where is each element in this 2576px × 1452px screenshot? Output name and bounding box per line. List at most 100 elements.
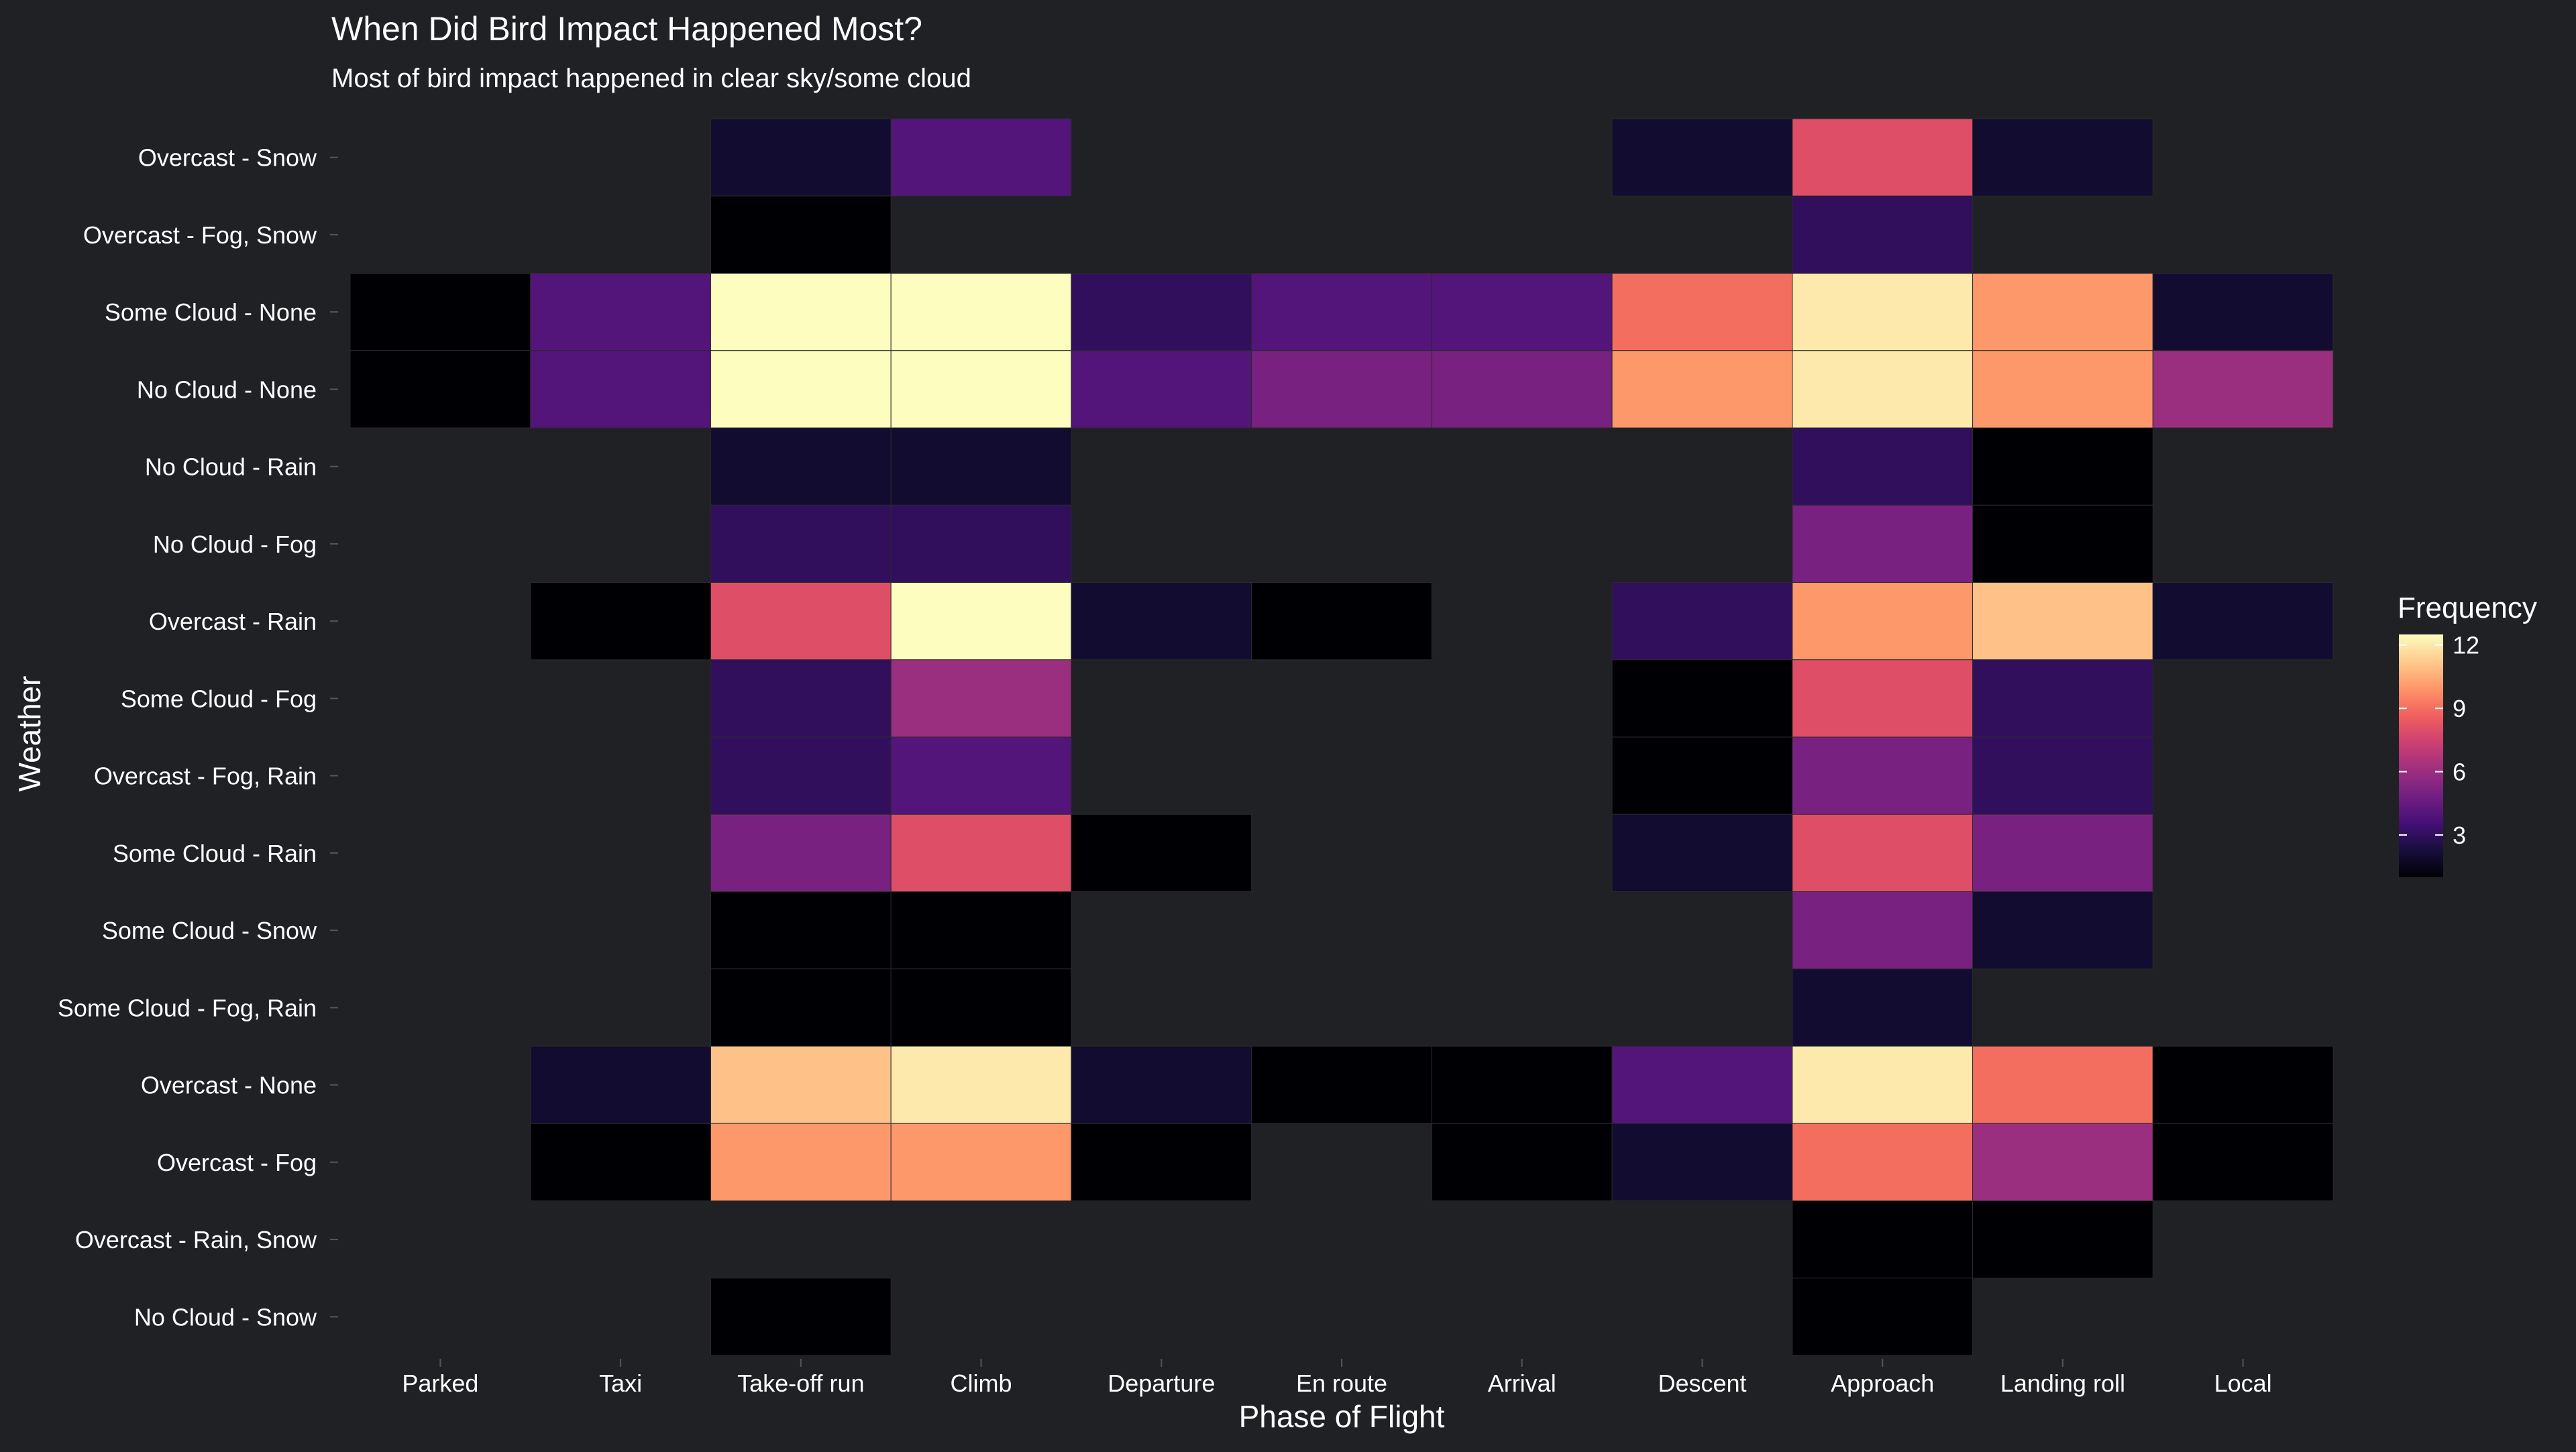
- heatmap-cell-overcast-snow-landing-roll: [1972, 118, 2153, 197]
- x-tick-label-approach: Approach: [1831, 1370, 1934, 1397]
- heatmap-cell-overcast-fog-rain-take-off-run: [710, 736, 892, 815]
- heatmap-cell-some-cloud-rain-take-off-run: [710, 814, 892, 892]
- heatmap-cell-overcast-snow-take-off-run: [710, 118, 892, 197]
- heatmap-cell-some-cloud-fog-take-off-run: [710, 659, 892, 738]
- chart-subtitle: Most of bird impact happened in clear sk…: [331, 64, 971, 93]
- x-tick-label-taxi: Taxi: [599, 1370, 642, 1397]
- heatmap-cell-some-cloud-none-climb: [890, 273, 1072, 351]
- heatmap-cell-overcast-fog-rain-descent: [1611, 736, 1793, 815]
- heatmap-cell-overcast-fog-take-off-run: [710, 1123, 892, 1201]
- legend-tick-label-12: 12: [2453, 632, 2479, 659]
- heatmap-cell-overcast-snow-climb: [890, 118, 1072, 197]
- y-tick-label-no-cloud-rain: No Cloud - Rain: [145, 453, 317, 481]
- heatmap-cell-overcast-fog-arrival: [1431, 1123, 1613, 1201]
- x-axis-title: Phase of Flight: [1239, 1399, 1445, 1434]
- heatmap-cell-overcast-fog-snow-take-off-run: [710, 195, 892, 274]
- heatmap-cell-some-cloud-fog-rain-climb: [890, 968, 1072, 1047]
- heatmap-cell-some-cloud-none-descent: [1611, 273, 1793, 351]
- heatmap-cell-no-cloud-snow-approach: [1792, 1278, 1974, 1356]
- heatmap-cell-some-cloud-none-local: [2152, 273, 2334, 351]
- legend-colorbar: [2399, 634, 2443, 877]
- heatmap-cell-no-cloud-rain-approach: [1792, 427, 1974, 506]
- heatmap-cell-overcast-fog-rain-climb: [890, 736, 1072, 815]
- heatmap-cell-no-cloud-none-descent: [1611, 350, 1793, 429]
- heatmap-cell-some-cloud-none-departure: [1071, 273, 1252, 351]
- heatmap-cell-some-cloud-none-en-route: [1251, 273, 1432, 351]
- y-tick-label-some-cloud-fog: Some Cloud - Fog: [121, 685, 317, 712]
- heatmap-cell-no-cloud-rain-landing-roll: [1972, 427, 2153, 506]
- heatmap-cell-overcast-none-take-off-run: [710, 1046, 892, 1124]
- heatmap-cell-overcast-rain-en-route: [1251, 582, 1432, 661]
- heatmap-cell-overcast-fog-taxi: [530, 1123, 711, 1201]
- y-tick-label-overcast-none: Overcast - None: [141, 1072, 317, 1099]
- heatmap-cell-overcast-none-descent: [1611, 1046, 1793, 1124]
- y-tick-label-some-cloud-fog-rain: Some Cloud - Fog, Rain: [58, 994, 317, 1021]
- heatmap-cell-overcast-rain-snow-approach: [1792, 1200, 1974, 1279]
- heatmap-cell-overcast-snow-approach: [1792, 118, 1974, 197]
- heatmap-cell-overcast-fog-departure: [1071, 1123, 1252, 1201]
- heatmap-cell-some-cloud-none-take-off-run: [710, 273, 892, 351]
- heatmap-cell-some-cloud-none-taxi: [530, 273, 711, 351]
- legend-tick-label-9: 9: [2453, 695, 2466, 722]
- chart-title: When Did Bird Impact Happened Most?: [331, 10, 922, 48]
- heatmap-cell-some-cloud-none-approach: [1792, 273, 1974, 351]
- y-tick-label-overcast-fog-snow: Overcast - Fog, Snow: [83, 221, 317, 249]
- heatmap-cell-overcast-rain-taxi: [530, 582, 711, 661]
- x-tick-label-landing-roll: Landing roll: [2000, 1370, 2125, 1397]
- heatmap-cell-no-cloud-none-local: [2152, 350, 2334, 429]
- x-axis-tick-labels: Parked Taxi Take-off run Climb Departure En r…: [402, 1359, 2272, 1397]
- heatmap-cell-overcast-fog-local: [2152, 1123, 2334, 1201]
- y-tick-label-no-cloud-none: No Cloud - None: [137, 376, 317, 403]
- x-tick-label-local: Local: [2214, 1370, 2272, 1397]
- heatmap-cell-overcast-fog-landing-roll: [1972, 1123, 2153, 1201]
- heatmap-cell-some-cloud-snow-climb: [890, 891, 1072, 970]
- heatmap-cell-some-cloud-snow-take-off-run: [710, 891, 892, 970]
- heatmap-cell-some-cloud-none-landing-roll: [1972, 273, 2153, 351]
- legend-ticks: 3 6 9 12: [2399, 632, 2479, 849]
- y-tick-label-some-cloud-snow: Some Cloud - Snow: [102, 917, 317, 944]
- heatmap-cell-no-cloud-none-take-off-run: [710, 350, 892, 429]
- heatmap-cell-overcast-fog-rain-landing-roll: [1972, 736, 2153, 815]
- heatmap-cells: [350, 118, 2334, 1356]
- heatmap-cell-overcast-snow-descent: [1611, 118, 1793, 197]
- heatmap-cell-overcast-fog-approach: [1792, 1123, 1974, 1201]
- heatmap-cell-some-cloud-fog-rain-approach: [1792, 968, 1974, 1047]
- heatmap-cell-overcast-rain-take-off-run: [710, 582, 892, 661]
- heatmap-cell-some-cloud-fog-descent: [1611, 659, 1793, 738]
- y-tick-label-no-cloud-fog: No Cloud - Fog: [153, 530, 317, 558]
- heatmap-cell-overcast-none-taxi: [530, 1046, 711, 1124]
- heatmap-cell-no-cloud-none-climb: [890, 350, 1072, 429]
- heatmap-cell-overcast-fog-rain-approach: [1792, 736, 1974, 815]
- heatmap-cell-some-cloud-snow-landing-roll: [1972, 891, 2153, 970]
- heatmap-cell-overcast-rain-snow-landing-roll: [1972, 1200, 2153, 1279]
- heatmap-cell-overcast-none-approach: [1792, 1046, 1974, 1124]
- heatmap-cell-no-cloud-fog-climb: [890, 504, 1072, 583]
- heatmap-cell-no-cloud-fog-landing-roll: [1972, 504, 2153, 583]
- heatmap-cell-some-cloud-rain-departure: [1071, 814, 1252, 892]
- heatmap-cell-some-cloud-rain-landing-roll: [1972, 814, 2153, 892]
- x-tick-label-climb: Climb: [950, 1370, 1012, 1397]
- x-tick-label-take-off-run: Take-off run: [737, 1370, 864, 1397]
- heatmap-cell-no-cloud-rain-climb: [890, 427, 1072, 506]
- heatmap-cell-some-cloud-rain-approach: [1792, 814, 1974, 892]
- y-tick-label-no-cloud-snow: No Cloud - Snow: [134, 1303, 317, 1331]
- heatmap-cell-overcast-none-arrival: [1431, 1046, 1613, 1124]
- x-tick-label-parked: Parked: [402, 1370, 478, 1397]
- heatmap-cell-no-cloud-none-taxi: [530, 350, 711, 429]
- heatmap-cell-no-cloud-rain-take-off-run: [710, 427, 892, 506]
- heatmap-cell-overcast-none-local: [2152, 1046, 2334, 1124]
- legend-title: Frequency: [2398, 592, 2537, 624]
- y-tick-label-some-cloud-none: Some Cloud - None: [105, 298, 317, 326]
- y-tick-label-overcast-fog-rain: Overcast - Fog, Rain: [94, 763, 317, 790]
- x-tick-label-departure: Departure: [1108, 1370, 1215, 1397]
- heatmap-cell-no-cloud-none-parked: [350, 350, 531, 429]
- heatmap-cell-overcast-rain-departure: [1071, 582, 1252, 661]
- heatmap-cell-some-cloud-fog-climb: [890, 659, 1072, 738]
- heatmap-cell-some-cloud-fog-rain-take-off-run: [710, 968, 892, 1047]
- legend-tick-label-3: 3: [2453, 822, 2466, 849]
- heatmap-cell-no-cloud-none-departure: [1071, 350, 1252, 429]
- heatmap-cell-no-cloud-none-approach: [1792, 350, 1974, 429]
- heatmap-cell-no-cloud-none-arrival: [1431, 350, 1613, 429]
